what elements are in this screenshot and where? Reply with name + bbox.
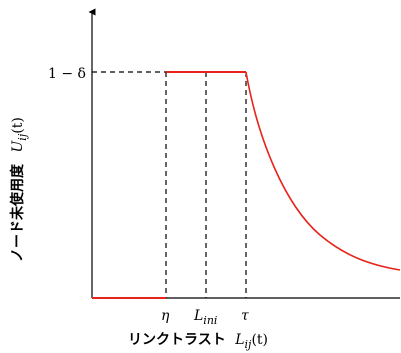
x-axis-label-arg: (t) <box>251 332 268 348</box>
y-axis-label-arg: (t) <box>10 117 26 134</box>
x-axis-label-math: L <box>234 332 244 348</box>
x-axis-label: リンクトラスト Lij(t) <box>128 332 268 351</box>
y-axis-label-sub: ij <box>16 133 29 141</box>
y-axis-label: ノード未使用度 Uij(t) <box>9 117 29 262</box>
y-tick-1-minus-delta: 1 − δ <box>48 66 86 82</box>
x-tick-eta: η <box>161 308 170 324</box>
x-axis-label-jp: リンクトラスト <box>128 332 226 348</box>
x-tick-l-ini: Lini <box>193 308 217 327</box>
x-tick-l-ini-main: L <box>193 308 203 324</box>
y-axis-label-jp: ノード未使用度 <box>9 163 26 262</box>
x-tick-l-ini-sub: ini <box>203 314 217 327</box>
x-axis-label-sub: ij <box>245 338 253 351</box>
y-axis-label-math: U <box>10 140 26 153</box>
curve-decay <box>245 71 401 271</box>
x-tick-tau: τ <box>241 308 249 324</box>
